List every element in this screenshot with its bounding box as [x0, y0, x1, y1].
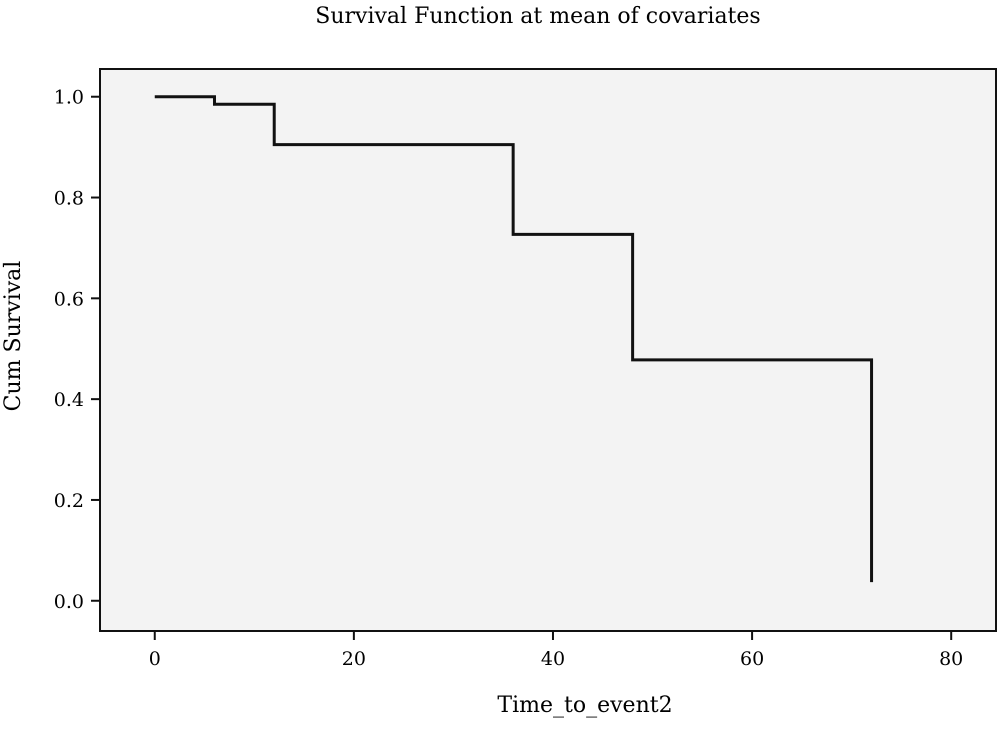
x-tick-label: 40 — [541, 648, 565, 670]
y-tick-label: 1.0 — [54, 87, 84, 109]
x-tick-label: 60 — [740, 648, 764, 670]
x-tick-label: 0 — [149, 648, 161, 670]
y-tick-label: 0.6 — [54, 288, 84, 310]
series-layer — [154, 95, 874, 583]
x-axis-ticks: 0 20 40 60 80 — [149, 631, 963, 670]
chart-title: Survival Function at mean of covariates — [315, 4, 760, 29]
y-axis-label: Cum Survival — [1, 261, 26, 412]
x-tick-label: 20 — [342, 648, 366, 670]
y-tick-label: 0.0 — [54, 591, 84, 613]
x-tick-label: 80 — [939, 648, 963, 670]
survival-step-line — [154, 95, 874, 583]
y-tick-label: 0.8 — [54, 188, 84, 210]
y-axis-ticks: 0.0 0.2 0.4 0.6 0.8 1.0 — [54, 87, 100, 613]
x-axis-label: Time_to_event2 — [497, 693, 672, 718]
plot-area — [99, 68, 997, 632]
y-tick-label: 0.2 — [54, 490, 84, 512]
y-tick-label: 0.4 — [54, 389, 84, 411]
